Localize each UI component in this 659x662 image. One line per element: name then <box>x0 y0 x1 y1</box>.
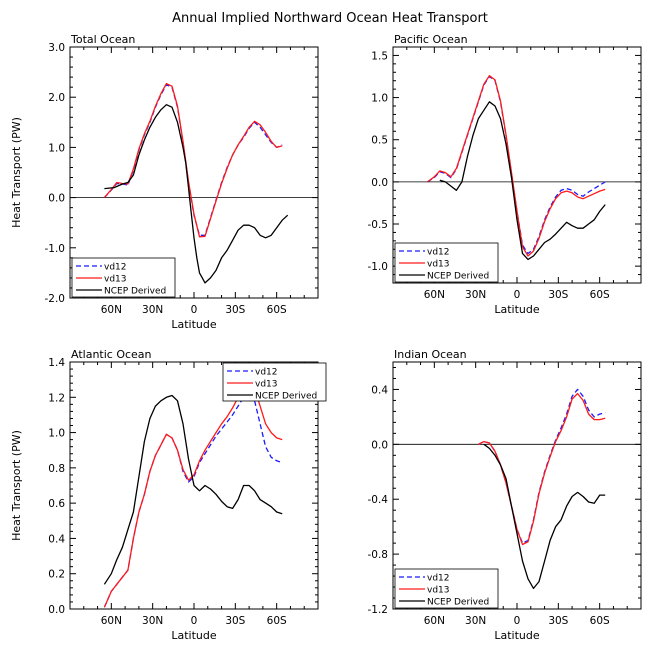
indian-ocean-y-tick-label: 0.4 <box>371 384 388 396</box>
atlantic-ocean-y-tick-label: 0.0 <box>48 604 65 616</box>
indian-ocean-legend-label-vd13: vd13 <box>427 586 450 596</box>
indian-ocean-series-vd12-line <box>478 388 606 544</box>
atlantic-ocean-legend-label-vd13: vd13 <box>255 380 278 390</box>
atlantic-ocean-x-tick-label: 30S <box>225 615 245 627</box>
indian-ocean-title: Indian Ocean <box>394 348 467 361</box>
pacific-ocean-panel: 60N 30N 0 30S 60S -1.0 -0.5 0.0 0.5 1.0 1.5 Pacific… <box>368 33 642 316</box>
atlantic-ocean-x-tick-label: 60N <box>101 615 122 627</box>
pacific-ocean-series-ncep-derived-line <box>439 101 606 261</box>
indian-ocean-series-vd13-line <box>478 392 606 546</box>
atlantic-ocean-panel: 60N 30N 0 30S 60S 0.0 0.2 0.4 0.6 0.8 1.0 1.2 1.4 Atl… <box>10 348 327 642</box>
total-ocean-x-tick-label: 60N <box>101 304 122 316</box>
total-ocean-panel: 60N 30N 0 30S 60S -2.0 -1.0 0.0 1.0 2.0 3.0 Total O… <box>10 33 319 331</box>
pacific-ocean-y-tick-label: -0.5 <box>368 219 389 231</box>
total-ocean-x-tick-label: 30S <box>225 304 245 316</box>
pacific-ocean-legend-label-ncep-derived: NCEP Derived <box>427 272 489 282</box>
atlantic-ocean-legend: vd12 vd13 NCEP Derived <box>222 362 327 402</box>
indian-ocean-legend-label-ncep-derived: NCEP Derived <box>427 598 489 608</box>
total-ocean-legend-label-vd12: vd12 <box>104 263 127 273</box>
pacific-ocean-y-tick-label: 0.0 <box>371 177 388 189</box>
total-ocean-x-tick-label: 30N <box>142 304 163 316</box>
atlantic-ocean-y-tick-label: 1.4 <box>48 357 65 369</box>
total-ocean-x-tick-label: 60S <box>267 304 287 316</box>
indian-ocean-x-tick-label: 0 <box>514 615 521 627</box>
total-ocean-y-tick-label: 3.0 <box>48 42 65 54</box>
indian-ocean-x-tick-label: 60N <box>424 615 445 627</box>
total-ocean-y-tick-label: -2.0 <box>45 293 66 305</box>
pacific-ocean-x-tick-label: 60N <box>424 289 445 301</box>
indian-ocean-x-tick-label: 30N <box>465 615 486 627</box>
figure-title: Annual Implied Northward Ocean Heat Tran… <box>172 11 488 26</box>
indian-ocean-y-tick-label: -0.4 <box>368 494 389 506</box>
indian-ocean-legend-label-vd12: vd12 <box>427 574 450 584</box>
atlantic-ocean-y-axis-label: Heat Transport (PW) <box>10 430 23 541</box>
atlantic-ocean-y-tick-label: 0.6 <box>48 498 65 510</box>
pacific-ocean-x-tick-label: 30N <box>465 289 486 301</box>
total-ocean-y-tick-label: -1.0 <box>45 243 66 255</box>
indian-ocean-panel: 60N 30N 0 30S 60S -1.2 -0.8 -0.4 0.0 0.4 Indian Oc… <box>368 348 642 642</box>
atlantic-ocean-legend-label-vd12: vd12 <box>255 368 278 378</box>
indian-ocean-y-tick-label: -0.8 <box>368 549 389 561</box>
indian-ocean-x-axis-label: Latitude <box>494 629 540 642</box>
atlantic-ocean-x-tick-label: 0 <box>191 615 198 627</box>
atlantic-ocean-y-tick-label: 1.2 <box>48 392 65 404</box>
atlantic-ocean-y-tick-label: 1.0 <box>48 428 65 440</box>
total-ocean-title: Total Ocean <box>70 33 135 46</box>
pacific-ocean-legend: vd12 vd13 NCEP Derived <box>394 242 499 283</box>
total-ocean-y-tick-label: 2.0 <box>48 92 65 104</box>
atlantic-ocean-legend-label-ncep-derived: NCEP Derived <box>255 392 317 402</box>
total-ocean-legend: vd12 vd13 NCEP Derived <box>71 257 176 298</box>
total-ocean-series-ncep-derived-line <box>104 104 289 284</box>
atlantic-ocean-title: Atlantic Ocean <box>71 348 152 361</box>
total-ocean-x-axis-label: Latitude <box>171 318 217 331</box>
pacific-ocean-legend-label-vd12: vd12 <box>427 248 450 258</box>
indian-ocean-series-ncep-derived-line <box>483 443 606 590</box>
total-ocean-y-tick-label: 0.0 <box>48 193 65 205</box>
pacific-ocean-legend-label-vd13: vd13 <box>427 260 450 270</box>
total-ocean-x-tick-label: 0 <box>191 304 198 316</box>
indian-ocean-x-tick-label: 60S <box>590 615 610 627</box>
pacific-ocean-series-vd12-line <box>427 75 606 255</box>
pacific-ocean-series-vd13-line <box>427 75 606 257</box>
total-ocean-y-tick-label: 1.0 <box>48 142 65 154</box>
pacific-ocean-x-tick-label: 30S <box>548 289 568 301</box>
indian-ocean-y-tick-label: 0.0 <box>371 439 388 451</box>
pacific-ocean-y-tick-label: -1.0 <box>368 261 389 273</box>
atlantic-ocean-y-tick-label: 0.2 <box>48 569 65 581</box>
atlantic-ocean-series-vd12-line <box>103 391 283 608</box>
atlantic-ocean-x-axis-label: Latitude <box>171 629 217 642</box>
atlantic-ocean-x-tick-label: 30N <box>142 615 163 627</box>
atlantic-ocean-y-tick-label: 0.8 <box>48 463 65 475</box>
pacific-ocean-x-axis-label: Latitude <box>494 303 540 316</box>
pacific-ocean-x-tick-label: 0 <box>514 289 521 301</box>
total-ocean-y-axis-label: Heat Transport (PW) <box>10 117 23 228</box>
atlantic-ocean-series-vd13-line <box>103 382 283 608</box>
atlantic-ocean-legend-box <box>222 362 327 402</box>
pacific-ocean-y-tick-label: 0.5 <box>371 135 388 147</box>
total-ocean-legend-label-ncep-derived: NCEP Derived <box>104 287 166 297</box>
pacific-ocean-x-tick-label: 60S <box>590 289 610 301</box>
indian-ocean-y-tick-label: -1.2 <box>368 604 389 616</box>
pacific-ocean-title: Pacific Ocean <box>394 33 468 46</box>
atlantic-ocean-y-tick-label: 0.4 <box>48 533 65 545</box>
indian-ocean-x-tick-label: 30S <box>548 615 568 627</box>
atlantic-ocean-x-tick-label: 60S <box>267 615 287 627</box>
total-ocean-legend-label-vd13: vd13 <box>104 275 127 285</box>
pacific-ocean-y-tick-label: 1.5 <box>371 50 388 62</box>
atlantic-ocean-series-ncep-derived-line <box>103 394 283 585</box>
pacific-ocean-y-tick-label: 1.0 <box>371 93 388 105</box>
total-ocean-series-vd13-line <box>103 82 283 238</box>
indian-ocean-legend: vd12 vd13 NCEP Derived <box>394 568 499 609</box>
